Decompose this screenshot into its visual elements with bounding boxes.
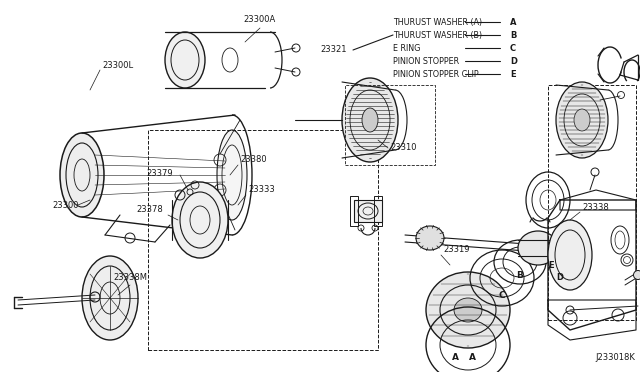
Text: J233018K: J233018K [595,353,635,362]
Ellipse shape [574,109,590,131]
Text: 23300: 23300 [52,201,79,209]
Text: 23300A: 23300A [244,16,276,25]
Text: A: A [451,353,458,362]
Text: E: E [548,260,554,269]
Text: 23310: 23310 [390,144,417,153]
Bar [354,200,382,222]
Ellipse shape [172,182,228,258]
Bar [374,196,382,226]
Text: A: A [510,18,516,27]
Text: THURUST WASHER (B): THURUST WASHER (B) [393,31,482,40]
Text: B: B [510,31,516,40]
Text: PINION STOPPER: PINION STOPPER [393,57,459,66]
Ellipse shape [342,78,398,162]
Ellipse shape [518,231,558,265]
Text: 23338M: 23338M [113,273,147,282]
Bar [345,85,435,165]
Ellipse shape [165,32,205,88]
Ellipse shape [82,256,138,340]
Text: THURUST WASHER (A): THURUST WASHER (A) [393,18,482,27]
Text: D: D [510,57,517,66]
Ellipse shape [362,108,378,132]
Bar [548,85,636,320]
Text: C: C [510,44,516,53]
Text: D: D [557,273,563,282]
Ellipse shape [426,272,510,348]
Text: PINION STOPPER CLIP: PINION STOPPER CLIP [393,70,479,79]
Text: E RING: E RING [393,44,420,53]
Text: E: E [510,70,516,79]
Text: 23300L: 23300L [102,61,133,70]
Ellipse shape [454,298,482,322]
Ellipse shape [60,133,104,217]
Text: 23379: 23379 [147,169,173,177]
Bar [350,196,358,226]
Text: 23378: 23378 [136,205,163,215]
Ellipse shape [548,220,592,290]
Text: 23319: 23319 [443,246,470,254]
Text: 23338: 23338 [582,203,609,212]
Ellipse shape [416,226,444,250]
Text: 23321: 23321 [320,45,346,55]
Ellipse shape [556,82,608,158]
Circle shape [634,270,640,279]
Text: C: C [499,291,506,299]
Text: 23333: 23333 [248,186,275,195]
Text: 23380: 23380 [240,155,267,164]
Text: B: B [516,270,524,279]
Bar [148,130,378,350]
Text: A: A [468,353,476,362]
Ellipse shape [217,130,247,220]
